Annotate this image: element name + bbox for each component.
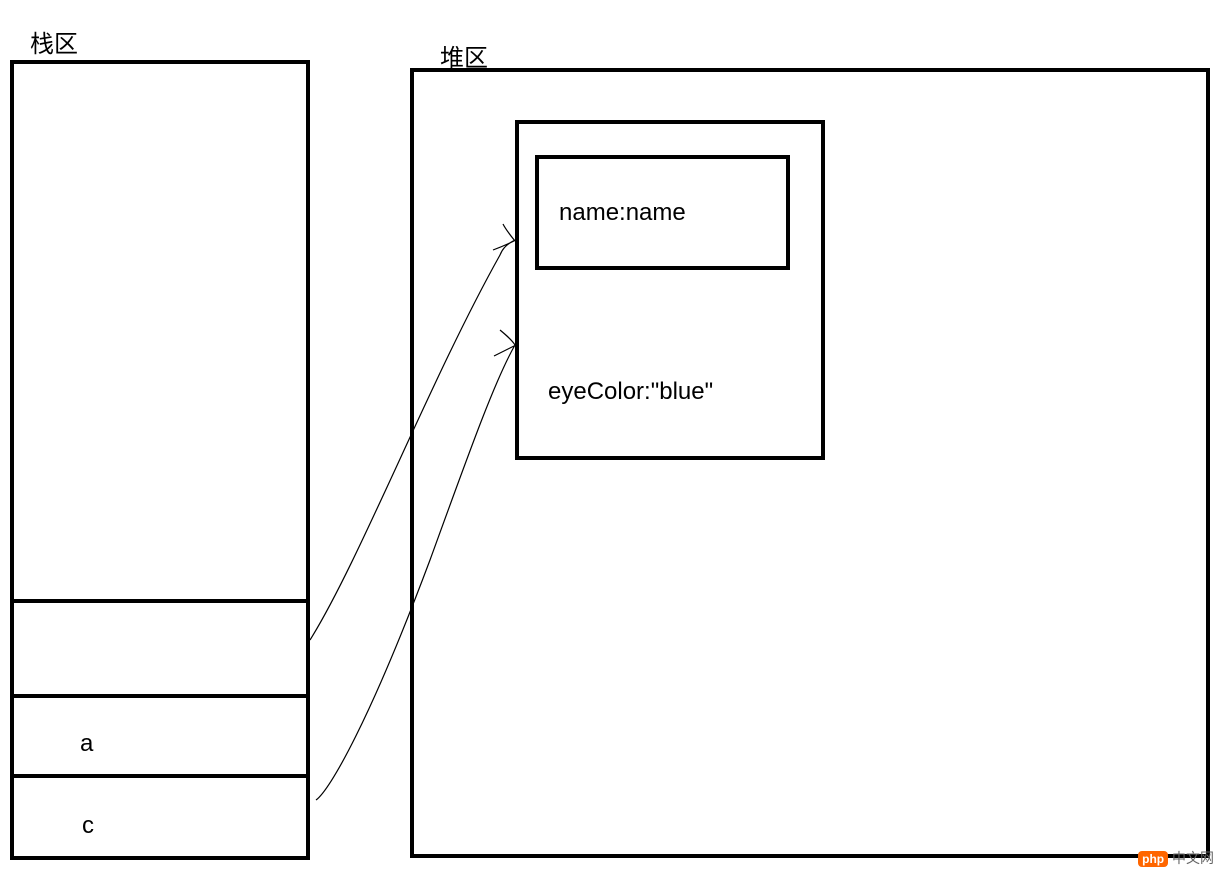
stack-cell-a: a [80,730,93,758]
watermark: php 中文网 [1138,848,1214,868]
stack-divider-2 [14,694,306,698]
stack-box [10,60,310,860]
stack-cell-c: c [82,812,94,840]
heap-eyecolor-text: eyeColor:"blue" [548,378,713,406]
stack-divider-1 [14,599,306,603]
stack-label: 栈区 [30,24,78,59]
watermark-badge: php [1138,851,1168,867]
heap-name-text: name:name [559,199,686,227]
stack-divider-3 [14,774,306,778]
watermark-text: 中文网 [1172,850,1214,866]
heap-name-box: name:name [535,155,790,270]
